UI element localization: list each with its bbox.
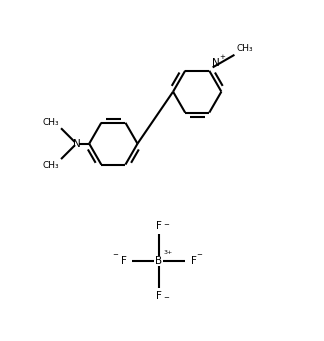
Text: F: F xyxy=(121,256,127,266)
Text: N: N xyxy=(212,58,220,68)
Text: F: F xyxy=(156,221,162,231)
Text: −: − xyxy=(196,252,202,258)
Text: CH₃: CH₃ xyxy=(43,161,59,170)
Text: −: − xyxy=(163,222,169,228)
Text: CH₃: CH₃ xyxy=(236,44,253,53)
Text: B: B xyxy=(155,256,162,266)
Text: CH₃: CH₃ xyxy=(43,118,59,127)
Text: 3+: 3+ xyxy=(164,250,173,255)
Text: F: F xyxy=(191,256,196,266)
Text: N: N xyxy=(73,139,80,149)
Text: F: F xyxy=(156,291,162,301)
Text: +: + xyxy=(219,54,225,60)
Text: −: − xyxy=(163,295,169,301)
Text: −: − xyxy=(112,252,118,258)
